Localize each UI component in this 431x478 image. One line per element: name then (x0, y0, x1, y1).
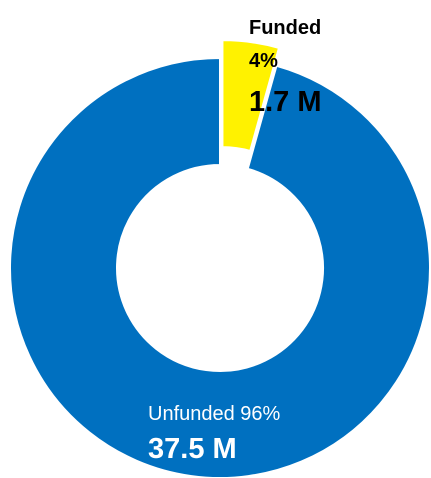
unfunded-slice (9, 56, 431, 478)
funded-percent-label: 4% (249, 50, 278, 72)
unfunded-amount-label: 37.5 M (148, 433, 237, 465)
funded-amount-label: 1.7 M (249, 86, 322, 118)
unfunded-name-percent-label: Unfunded 96% (148, 403, 281, 425)
slices-group (9, 39, 431, 478)
funded-name-label: Funded (249, 17, 321, 39)
funded-slice (221, 39, 281, 153)
